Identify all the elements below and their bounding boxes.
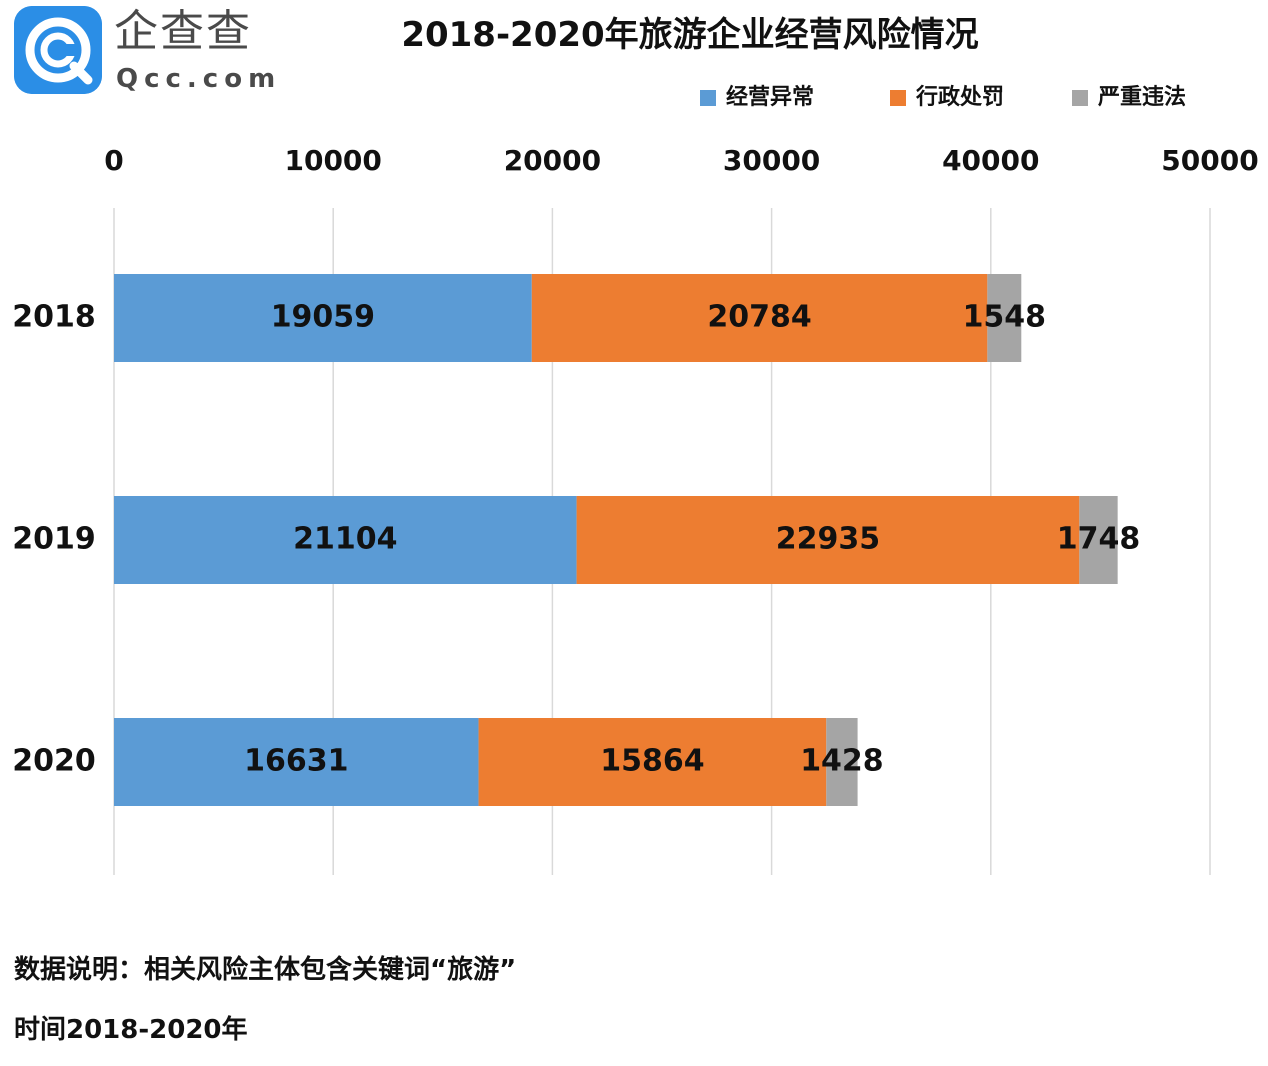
data-label: 20784 <box>707 300 811 335</box>
x-tick-label: 50000 <box>1161 144 1258 177</box>
bar-segment <box>478 718 827 806</box>
bar-segment <box>576 496 1080 584</box>
bar-segment <box>114 274 532 362</box>
data-label: 1748 <box>1057 522 1141 557</box>
data-label: 1428 <box>800 744 884 779</box>
data-label: 16631 <box>244 744 348 779</box>
bar-segment <box>114 496 577 584</box>
time-period-note: 时间2018-2020年 <box>14 1015 248 1045</box>
bar-segment <box>987 274 1022 362</box>
legend-swatch-1 <box>700 90 716 106</box>
data-label: 22935 <box>776 522 880 557</box>
legend-label-3: 严重违法 <box>1098 85 1187 110</box>
data-label: 19059 <box>271 300 375 335</box>
x-tick-label: 30000 <box>723 144 820 177</box>
data-label: 1548 <box>963 300 1047 335</box>
bar-segment <box>531 274 988 362</box>
stacked-bar-chart: 0 10000 20000 30000 40000 50000 2018 19059 20784… <box>12 144 1259 875</box>
qcc-logo-icon <box>14 6 102 94</box>
data-label: 21104 <box>293 522 397 557</box>
x-tick-label: 40000 <box>942 144 1039 177</box>
x-tick-label: 20000 <box>504 144 601 177</box>
x-tick-label: 10000 <box>284 144 381 177</box>
x-tick-label: 0 <box>104 144 123 177</box>
logo-text-en: Qcc.com <box>116 64 282 94</box>
y-category-label: 2018 <box>12 300 96 335</box>
legend-label-2: 行政处罚 <box>916 85 1005 110</box>
legend-swatch-2 <box>890 90 906 106</box>
logo-text-cn: 企查查 <box>114 6 252 57</box>
bar-segment <box>114 718 479 806</box>
bar-segment <box>826 718 858 806</box>
bar-segment <box>1079 496 1118 584</box>
qcc-logo: 企查查 Qcc.com <box>14 6 284 98</box>
y-category-label: 2020 <box>12 744 96 779</box>
legend-label-1: 经营异常 <box>726 85 815 110</box>
y-category-label: 2019 <box>12 522 96 557</box>
data-note: 数据说明：相关风险主体包含关键词“旅游” <box>14 955 517 985</box>
data-label: 15864 <box>600 744 704 779</box>
legend-swatch-3 <box>1072 90 1088 106</box>
chart-title: 2018-2020年旅游企业经营风险情况 <box>401 15 979 55</box>
